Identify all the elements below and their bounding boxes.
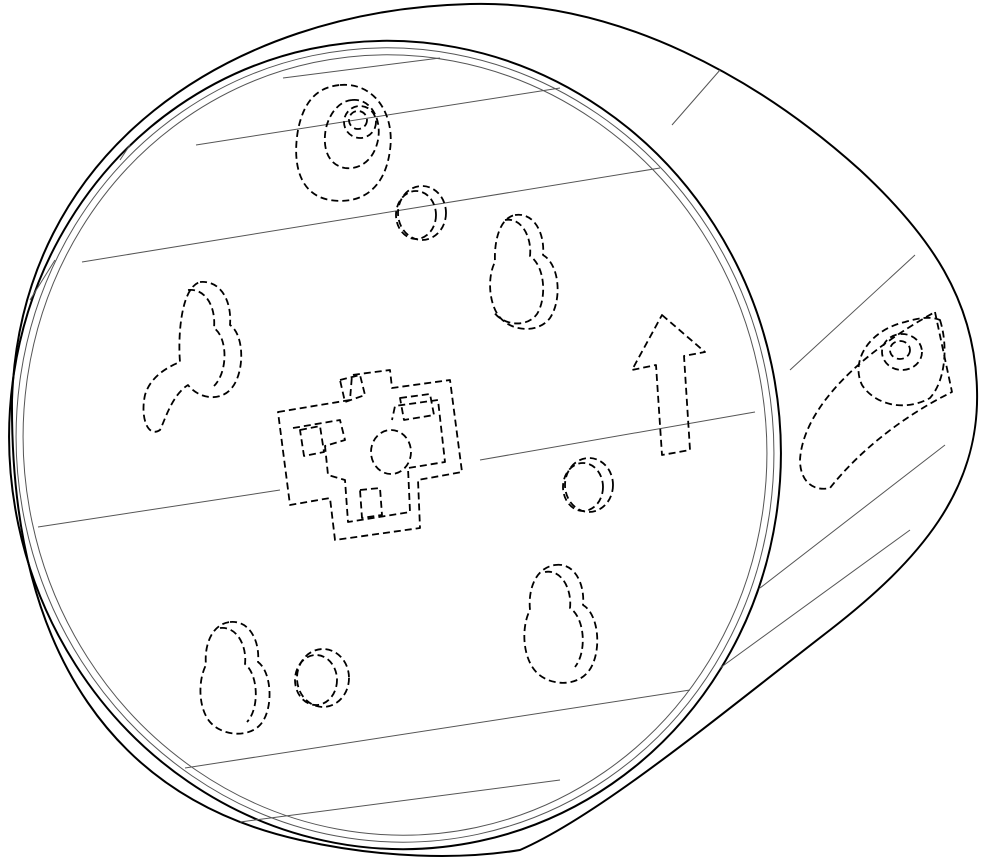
face-shading-lines (38, 58, 755, 822)
face-rim-middle (0, 0, 847, 862)
face-rim-inner (0, 0, 839, 862)
outer-body-outline (12, 4, 977, 856)
locating-hole-lower (295, 649, 349, 707)
mounting-recess-left (143, 282, 241, 432)
center-connector-block (278, 370, 462, 540)
side-recess (800, 312, 952, 489)
face-rim-outer (0, 0, 856, 862)
locating-hole-upper (396, 186, 446, 240)
mounting-recess-lower-left (200, 622, 269, 734)
mounting-recess-lower-right (524, 565, 597, 683)
mounting-recess-top (296, 85, 391, 201)
mounting-recess-upper-right (490, 215, 558, 329)
direction-arrow-outline (632, 315, 705, 455)
locating-hole-center (371, 430, 411, 474)
locating-hole-right (563, 458, 613, 512)
